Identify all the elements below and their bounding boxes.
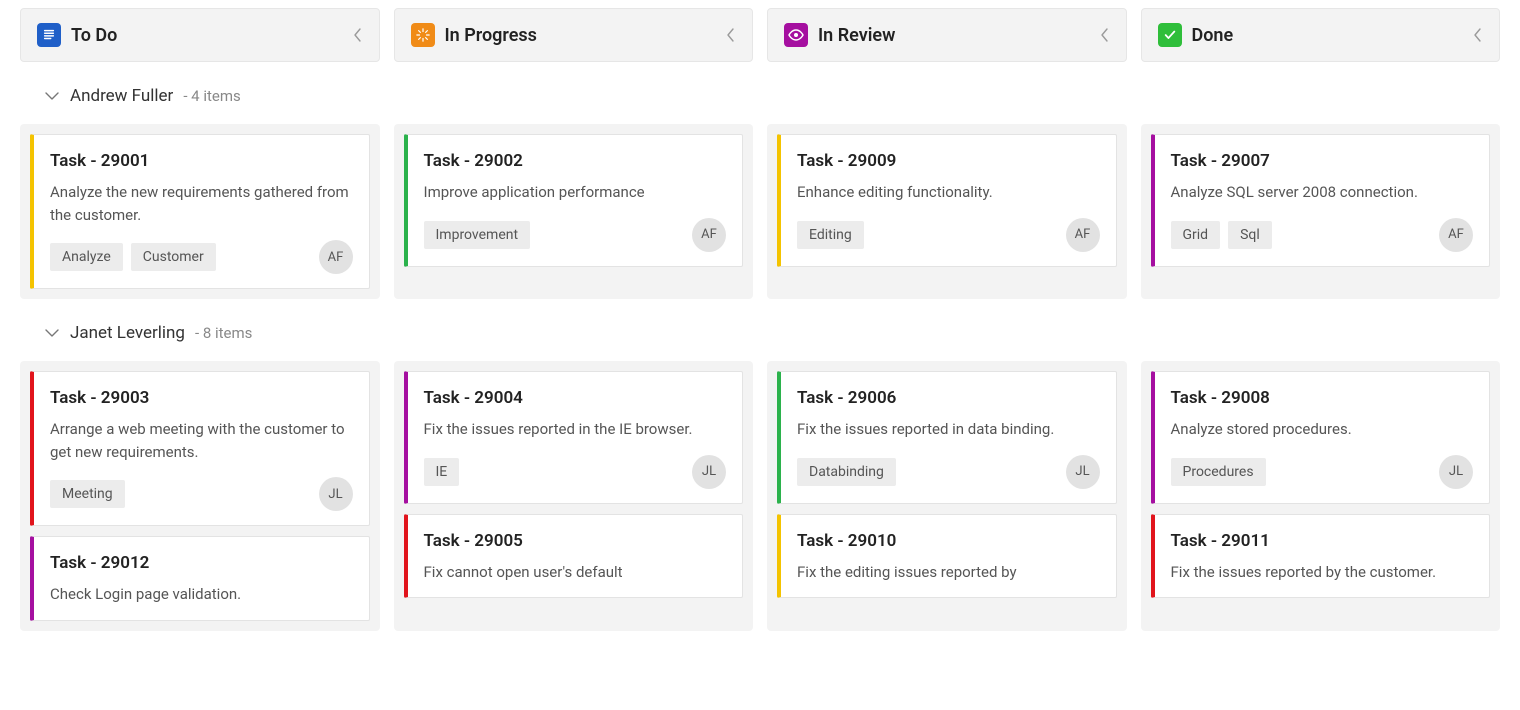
card-description: Analyze stored procedures. bbox=[1171, 418, 1474, 441]
card-title: Task - 29005 bbox=[424, 531, 727, 551]
swimlane-collapse-icon[interactable] bbox=[44, 91, 60, 101]
card-title: Task - 29009 bbox=[797, 151, 1100, 171]
card-description: Check Login page validation. bbox=[50, 583, 353, 606]
card-title: Task - 29008 bbox=[1171, 388, 1474, 408]
card-avatar[interactable]: AF bbox=[692, 218, 726, 252]
card-footer: Meeting JL bbox=[50, 477, 353, 511]
column-header[interactable]: In Progress bbox=[394, 8, 754, 62]
lane-cell[interactable]: Task - 29003 Arrange a web meeting with t… bbox=[20, 361, 380, 631]
card-footer: Analyze Customer AF bbox=[50, 240, 353, 274]
swimlane-count: - 4 items bbox=[183, 87, 240, 105]
card-footer: Procedures JL bbox=[1171, 455, 1474, 489]
card-description: Fix the issues reported in data binding. bbox=[797, 418, 1100, 441]
kanban-card[interactable]: Task - 29009 Enhance editing functionalit… bbox=[777, 134, 1117, 267]
kanban-card[interactable]: Task - 29002 Improve application performa… bbox=[404, 134, 744, 267]
card-tag[interactable]: Sql bbox=[1228, 221, 1272, 249]
card-tag[interactable]: Databinding bbox=[797, 458, 896, 486]
card-tag[interactable]: Grid bbox=[1171, 221, 1221, 249]
kanban-card[interactable]: Task - 29004 Fix the issues reported in t… bbox=[404, 371, 744, 504]
card-avatar[interactable]: AF bbox=[1439, 218, 1473, 252]
column-title: In Progress bbox=[445, 25, 537, 46]
card-avatar[interactable]: JL bbox=[1066, 455, 1100, 489]
card-avatar[interactable]: JL bbox=[692, 455, 726, 489]
column-collapse-icon[interactable] bbox=[1100, 27, 1110, 43]
kanban-card[interactable]: Task - 29001 Analyze the new requirements… bbox=[30, 134, 370, 289]
column-collapse-icon[interactable] bbox=[726, 27, 736, 43]
lane-cell[interactable]: Task - 29007 Analyze SQL server 2008 conn… bbox=[1141, 124, 1501, 299]
swimlane-row: Task - 29003 Arrange a web meeting with t… bbox=[20, 361, 1500, 631]
card-description: Fix cannot open user's default bbox=[424, 561, 727, 584]
swimlanes-container: Andrew Fuller - 4 items Task - 29001 Analyz… bbox=[20, 62, 1500, 631]
card-tag[interactable]: Customer bbox=[131, 243, 216, 271]
swimlane-name: Janet Leverling bbox=[70, 323, 185, 343]
card-title: Task - 29001 bbox=[50, 151, 353, 171]
kanban-card[interactable]: Task - 29012 Check Login page validation. bbox=[30, 536, 370, 621]
column-header[interactable]: Done bbox=[1141, 8, 1501, 62]
card-footer: Databinding JL bbox=[797, 455, 1100, 489]
lane-cell[interactable]: Task - 29008 Analyze stored procedures. Pr… bbox=[1141, 361, 1501, 631]
card-title: Task - 29012 bbox=[50, 553, 353, 573]
card-tag[interactable]: Editing bbox=[797, 221, 864, 249]
swimlane-row: Task - 29001 Analyze the new requirements… bbox=[20, 124, 1500, 299]
lane-cell[interactable]: Task - 29002 Improve application performa… bbox=[394, 124, 754, 299]
column-header[interactable]: In Review bbox=[767, 8, 1127, 62]
card-title: Task - 29004 bbox=[424, 388, 727, 408]
card-title: Task - 29006 bbox=[797, 388, 1100, 408]
swimlane-collapse-icon[interactable] bbox=[44, 328, 60, 338]
column-collapse-icon[interactable] bbox=[1473, 27, 1483, 43]
card-description: Arrange a web meeting with the customer … bbox=[50, 418, 353, 463]
column-title: In Review bbox=[818, 25, 895, 46]
card-tag[interactable]: Meeting bbox=[50, 480, 125, 508]
lane-cell[interactable]: Task - 29004 Fix the issues reported in t… bbox=[394, 361, 754, 631]
inprogress-column-icon bbox=[411, 23, 435, 47]
kanban-card[interactable]: Task - 29006 Fix the issues reported in d… bbox=[777, 371, 1117, 504]
card-footer: IE JL bbox=[424, 455, 727, 489]
column-header[interactable]: To Do bbox=[20, 8, 380, 62]
card-title: Task - 29003 bbox=[50, 388, 353, 408]
inreview-column-icon bbox=[784, 23, 808, 47]
card-footer: Improvement AF bbox=[424, 218, 727, 252]
card-description: Improve application performance bbox=[424, 181, 727, 204]
card-title: Task - 29002 bbox=[424, 151, 727, 171]
card-title: Task - 29010 bbox=[797, 531, 1100, 551]
swimlane-header[interactable]: Andrew Fuller - 4 items bbox=[20, 62, 1500, 124]
card-description: Enhance editing functionality. bbox=[797, 181, 1100, 204]
lane-cell[interactable]: Task - 29001 Analyze the new requirements… bbox=[20, 124, 380, 299]
card-description: Analyze SQL server 2008 connection. bbox=[1171, 181, 1474, 204]
card-tag[interactable]: IE bbox=[424, 458, 460, 486]
lane-cell[interactable]: Task - 29006 Fix the issues reported in d… bbox=[767, 361, 1127, 631]
column-title: Done bbox=[1192, 25, 1234, 46]
swimlane-header[interactable]: Janet Leverling - 8 items bbox=[20, 299, 1500, 361]
columns-header-row: To Do In Progress In Review Done bbox=[20, 8, 1500, 62]
card-avatar[interactable]: JL bbox=[1439, 455, 1473, 489]
card-description: Fix the issues reported in the IE browse… bbox=[424, 418, 727, 441]
kanban-board: To Do In Progress In Review Done Andrew Full… bbox=[20, 8, 1500, 631]
kanban-card[interactable]: Task - 29005 Fix cannot open user's defau… bbox=[404, 514, 744, 599]
kanban-card[interactable]: Task - 29007 Analyze SQL server 2008 conn… bbox=[1151, 134, 1491, 267]
kanban-card[interactable]: Task - 29008 Analyze stored procedures. Pr… bbox=[1151, 371, 1491, 504]
kanban-card[interactable]: Task - 29003 Arrange a web meeting with t… bbox=[30, 371, 370, 526]
card-tag[interactable]: Improvement bbox=[424, 221, 531, 249]
kanban-card[interactable]: Task - 29010 Fix the editing issues repor… bbox=[777, 514, 1117, 599]
column-title: To Do bbox=[71, 25, 117, 46]
card-footer: GridSql AF bbox=[1171, 218, 1474, 252]
card-avatar[interactable]: AF bbox=[1066, 218, 1100, 252]
card-tag[interactable]: Analyze bbox=[50, 243, 123, 271]
card-description: Analyze the new requirements gathered fr… bbox=[50, 181, 353, 226]
card-description: Fix the issues reported by the customer. bbox=[1171, 561, 1474, 584]
done-column-icon bbox=[1158, 23, 1182, 47]
card-tag[interactable]: Procedures bbox=[1171, 458, 1266, 486]
swimlane-count: - 8 items bbox=[195, 324, 252, 342]
lane-cell[interactable]: Task - 29009 Enhance editing functionalit… bbox=[767, 124, 1127, 299]
card-title: Task - 29007 bbox=[1171, 151, 1474, 171]
swimlane-name: Andrew Fuller bbox=[70, 86, 173, 106]
card-avatar[interactable]: AF bbox=[319, 240, 353, 274]
card-avatar[interactable]: JL bbox=[319, 477, 353, 511]
todo-column-icon bbox=[37, 23, 61, 47]
column-collapse-icon[interactable] bbox=[353, 27, 363, 43]
card-title: Task - 29011 bbox=[1171, 531, 1474, 551]
card-footer: Editing AF bbox=[797, 218, 1100, 252]
kanban-card[interactable]: Task - 29011 Fix the issues reported by t… bbox=[1151, 514, 1491, 599]
card-description: Fix the editing issues reported by bbox=[797, 561, 1100, 584]
